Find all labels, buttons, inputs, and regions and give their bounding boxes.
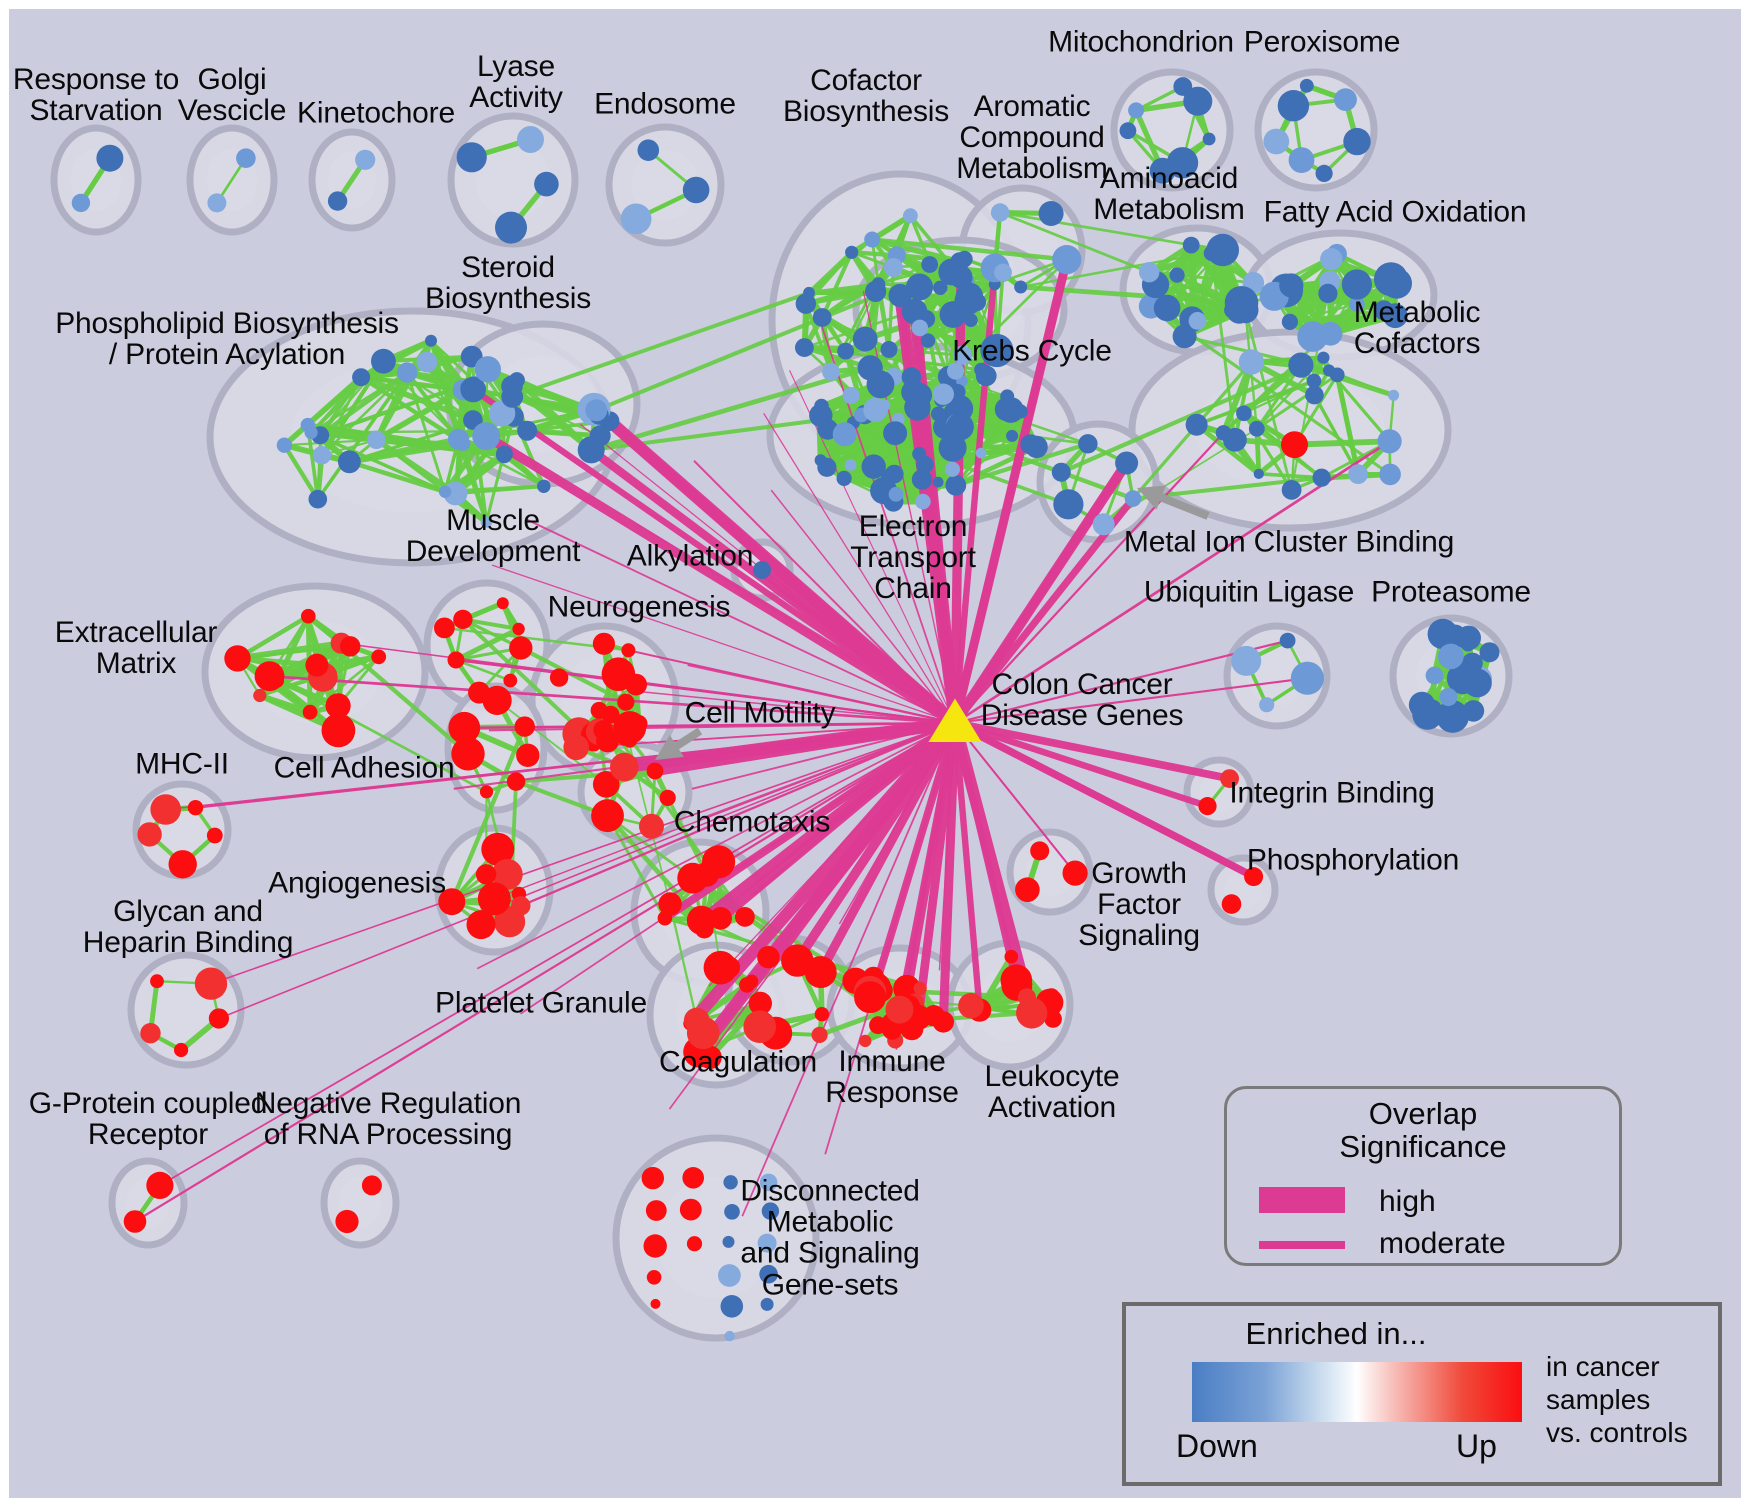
legend-label-high: high (1379, 1185, 1436, 1218)
cluster-label-metal-ion-cluster-binding: Metal Ion Cluster Binding (1123, 525, 1455, 559)
cluster-label-fatty-acid-oxidation: Fatty Acid Oxidation (1263, 195, 1527, 229)
cluster-label-negative-regulation-rna: Negative Regulation of RNA Processing (254, 1086, 522, 1151)
cluster-label-electron-transport-chain: Electron Transport Chain (850, 510, 976, 606)
cluster-label-alkylation: Alkylation (626, 539, 754, 573)
cluster-label-mhc-ii: MHC-II (135, 747, 229, 781)
cluster-label-ubiquitin-ligase: Ubiquitin Ligase (1143, 575, 1355, 609)
hub-label-colon-cancer-disease-genes: Colon Cancer Disease Genes (980, 667, 1184, 732)
cluster-label-coagulation: Coagulation (659, 1045, 817, 1079)
cluster-label-immune-response: Immune Response (825, 1044, 959, 1109)
cluster-label-extracellular-matrix: Extracellular Matrix (54, 615, 218, 680)
cluster-label-mitochondrion: Mitochondrion (1048, 25, 1234, 59)
legend-label-up: Up (1456, 1428, 1497, 1464)
cluster-label-cofactor-biosynthesis: Cofactor Biosynthesis (782, 63, 950, 128)
cluster-label-aromatic-compound-metabolism: Aromatic Compound Metabolism (956, 90, 1108, 186)
cluster-label-phospholipid-biosynthesis: Phospholipid Biosynthesis / Protein Acyl… (55, 306, 399, 371)
cluster-label-platelet-granule: Platelet Granule (435, 986, 647, 1020)
legend-swatch-high (1259, 1187, 1345, 1213)
legend-color-gradient (1192, 1362, 1522, 1422)
cluster-label-aminoacid-metabolism: Aminoacid Metabolism (1093, 161, 1245, 226)
cluster-label-golgi-vescicle: Golgi Vescicle (177, 62, 287, 127)
legend-label-down: Down (1176, 1428, 1258, 1464)
legend-label-moderate: moderate (1379, 1227, 1506, 1260)
cluster-label-krebs-cycle: Krebs Cycle (952, 334, 1112, 368)
legend-overlap-title: Overlap Significance (1339, 1096, 1507, 1165)
cluster-label-glycan-and-heparin-binding: Glycan and Heparin Binding (82, 894, 294, 959)
cluster-label-g-protein-coupled-receptor: G-Protein coupled Receptor (28, 1086, 268, 1151)
cluster-label-growth-factor-signaling: Growth Factor Signaling (1078, 857, 1200, 953)
cluster-label-muscle-development: Muscle Development (405, 503, 581, 568)
cluster-label-peroxisome: Peroxisome (1243, 25, 1401, 59)
cluster-label-disconnected-gene-sets: Disconnected Metabolic and Signaling Gen… (740, 1174, 920, 1302)
cluster-label-chemotaxis: Chemotaxis (673, 805, 831, 839)
cluster-label-cell-adhesion: Cell Adhesion (273, 751, 455, 785)
cluster-label-kinetochore: Kinetochore (297, 96, 455, 130)
cluster-label-proteasome: Proteasome (1371, 575, 1531, 609)
legend-enriched-title: Enriched in... (1245, 1316, 1427, 1351)
legend-enriched-in: Enriched in... Down Up in cancer samples… (1122, 1302, 1722, 1486)
legend-overlap-significance: Overlap Significance high moderate (1224, 1086, 1622, 1266)
cluster-label-cell-motility: Cell Motility (684, 696, 836, 730)
cluster-label-metabolic-cofactors: Metabolic Cofactors (1353, 295, 1481, 360)
cluster-label-lyase-activity: Lyase Activity (469, 49, 563, 114)
legend-note-in-cancer: in cancer samples vs. controls (1546, 1351, 1688, 1449)
cluster-label-response-to-starvation: Response to Starvation (12, 62, 180, 127)
cluster-label-steroid-biosynthesis: Steroid Biosynthesis (424, 250, 592, 315)
cluster-label-endosome: Endosome (594, 87, 736, 121)
legend-swatch-moderate (1259, 1241, 1345, 1249)
cluster-label-neurogenesis: Neurogenesis (547, 590, 731, 624)
cluster-label-leukocyte-activation: Leukocyte Activation (984, 1059, 1120, 1124)
cluster-label-integrin-binding: Integrin Binding (1229, 776, 1435, 810)
cluster-label-phosphorylation: Phosphorylation (1246, 843, 1460, 877)
cluster-label-angiogenesis: Angiogenesis (268, 866, 446, 900)
